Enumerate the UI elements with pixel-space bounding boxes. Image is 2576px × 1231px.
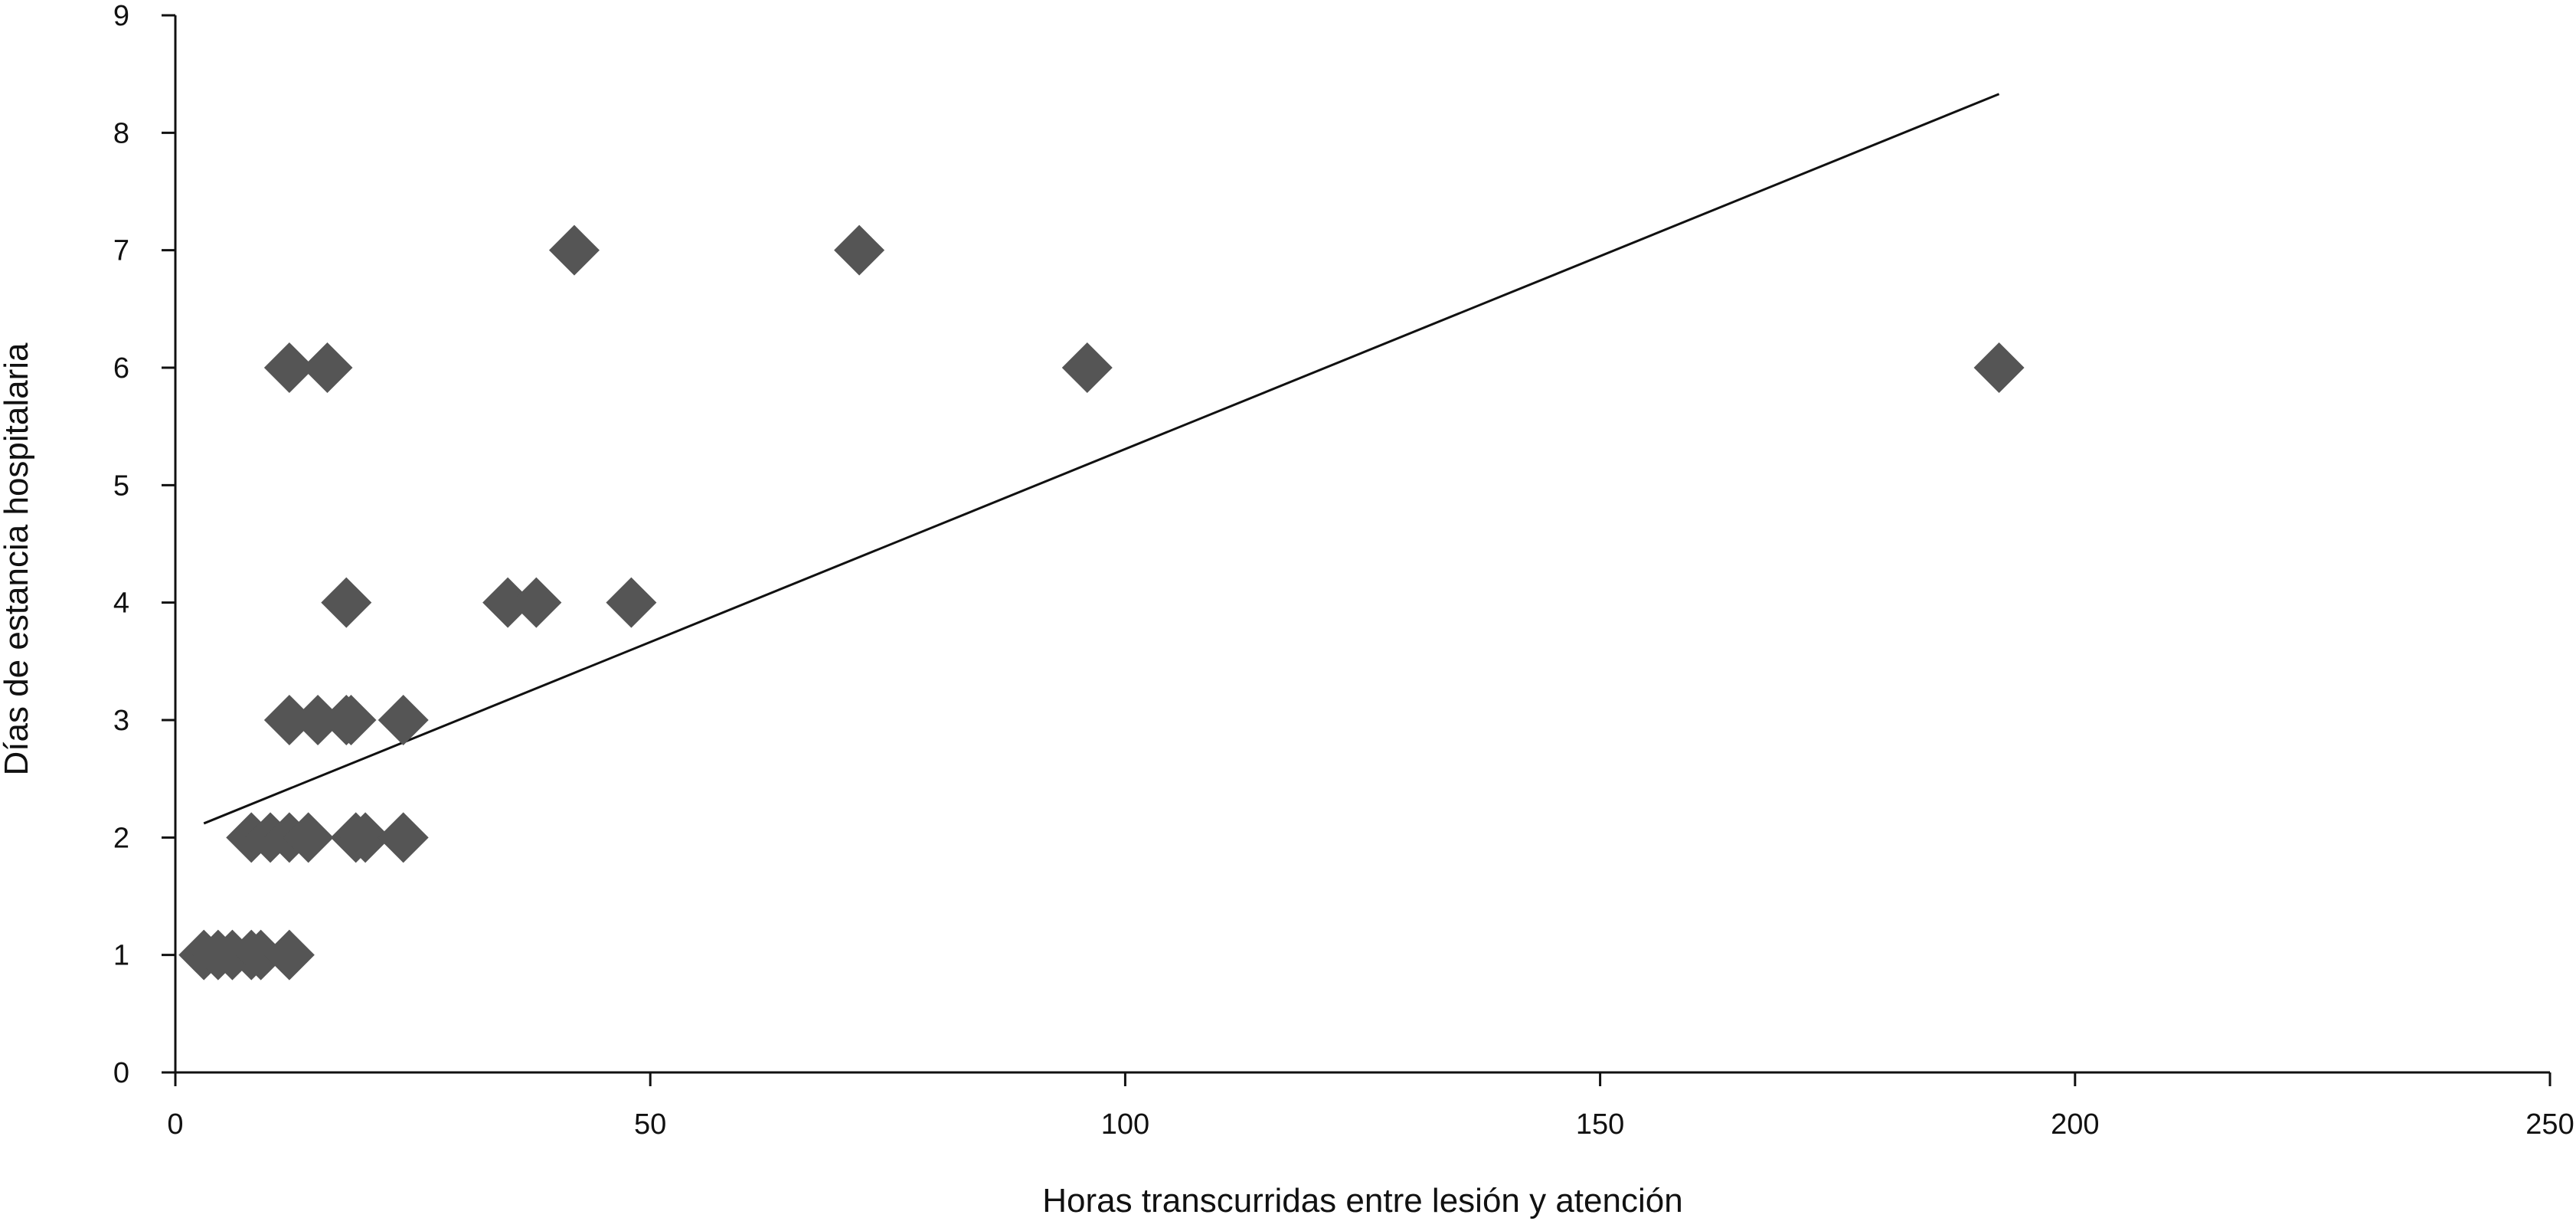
y-tick-label: 1 — [113, 940, 129, 972]
x-tick-label: 250 — [2525, 1108, 2574, 1141]
y-tick-label: 2 — [113, 822, 129, 854]
y-tick-label: 5 — [113, 470, 129, 502]
data-point — [302, 342, 353, 393]
data-point — [511, 577, 562, 628]
data-point — [325, 695, 377, 745]
data-point — [548, 224, 600, 276]
x-axis-label: Horas transcurridas entre lesión y atenc… — [1042, 1182, 1682, 1220]
data-point — [263, 695, 315, 745]
data-point — [321, 577, 372, 628]
y-tick-label: 0 — [113, 1057, 129, 1089]
y-tick-label: 6 — [113, 352, 129, 385]
data-point — [482, 577, 534, 628]
axes — [174, 15, 2550, 1074]
y-tick-label: 9 — [113, 0, 129, 32]
data-point — [340, 812, 391, 863]
data-point — [1973, 342, 2025, 393]
data-points — [178, 224, 2025, 981]
data-point — [293, 695, 344, 745]
x-tick-label: 50 — [634, 1108, 666, 1141]
data-point — [263, 342, 315, 393]
data-point — [1061, 342, 1113, 393]
y-axis-ticks: 0 1 2 3 4 5 6 7 8 9 — [113, 0, 175, 1089]
data-point — [378, 695, 429, 745]
y-tick-label: 3 — [113, 705, 129, 737]
x-tick-label: 100 — [1101, 1108, 1149, 1141]
trendline — [203, 93, 2000, 825]
data-point — [378, 812, 429, 863]
x-tick-label: 0 — [167, 1108, 183, 1141]
data-point — [263, 929, 315, 981]
y-tick-label: 7 — [113, 235, 129, 267]
x-tick-label: 150 — [1576, 1108, 1624, 1141]
trendline-group — [203, 93, 2000, 825]
data-point — [283, 812, 334, 863]
x-tick-label: 200 — [2051, 1108, 2099, 1141]
data-point — [606, 577, 657, 628]
y-axis-label: Días de estancia hospitalaria — [0, 342, 35, 776]
y-tick-label: 4 — [113, 588, 129, 620]
data-point — [235, 929, 286, 981]
y-tick-label: 8 — [113, 117, 129, 149]
data-point — [834, 224, 885, 276]
x-axis-ticks: 0 50 100 150 200 250 — [167, 1072, 2574, 1141]
